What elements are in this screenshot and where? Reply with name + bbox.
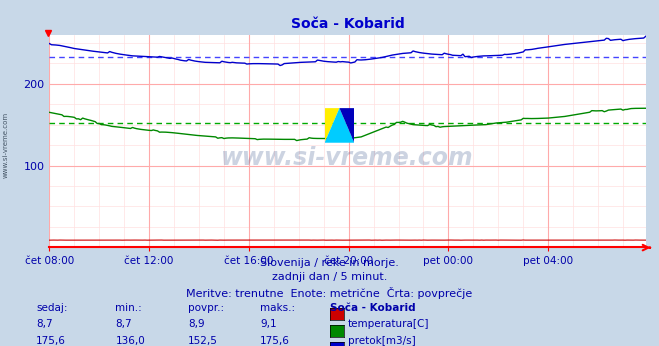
Text: 8,7: 8,7 [115, 319, 132, 329]
Text: temperatura[C]: temperatura[C] [348, 319, 430, 329]
Text: 175,6: 175,6 [36, 336, 66, 346]
Text: min.:: min.: [115, 303, 142, 313]
Text: pretok[m3/s]: pretok[m3/s] [348, 336, 416, 346]
Text: zadnji dan / 5 minut.: zadnji dan / 5 minut. [272, 272, 387, 282]
Text: Meritve: trenutne  Enote: metrične  Črta: povprečje: Meritve: trenutne Enote: metrične Črta: … [186, 287, 473, 299]
Text: sedaj:: sedaj: [36, 303, 68, 313]
Text: maks.:: maks.: [260, 303, 295, 313]
Text: 8,9: 8,9 [188, 319, 204, 329]
Polygon shape [339, 108, 355, 143]
Title: Soča - Kobarid: Soča - Kobarid [291, 17, 405, 31]
Text: www.si-vreme.com: www.si-vreme.com [2, 112, 9, 179]
Text: 136,0: 136,0 [115, 336, 145, 346]
Text: Slovenija / reke in morje.: Slovenija / reke in morje. [260, 258, 399, 268]
Text: 152,5: 152,5 [188, 336, 217, 346]
Text: www.si-vreme.com: www.si-vreme.com [221, 146, 474, 170]
Text: 8,7: 8,7 [36, 319, 53, 329]
Polygon shape [325, 108, 339, 143]
Text: 175,6: 175,6 [260, 336, 290, 346]
Text: 9,1: 9,1 [260, 319, 277, 329]
Polygon shape [325, 108, 355, 143]
Text: Soča - Kobarid: Soča - Kobarid [330, 303, 415, 313]
Text: povpr.:: povpr.: [188, 303, 224, 313]
